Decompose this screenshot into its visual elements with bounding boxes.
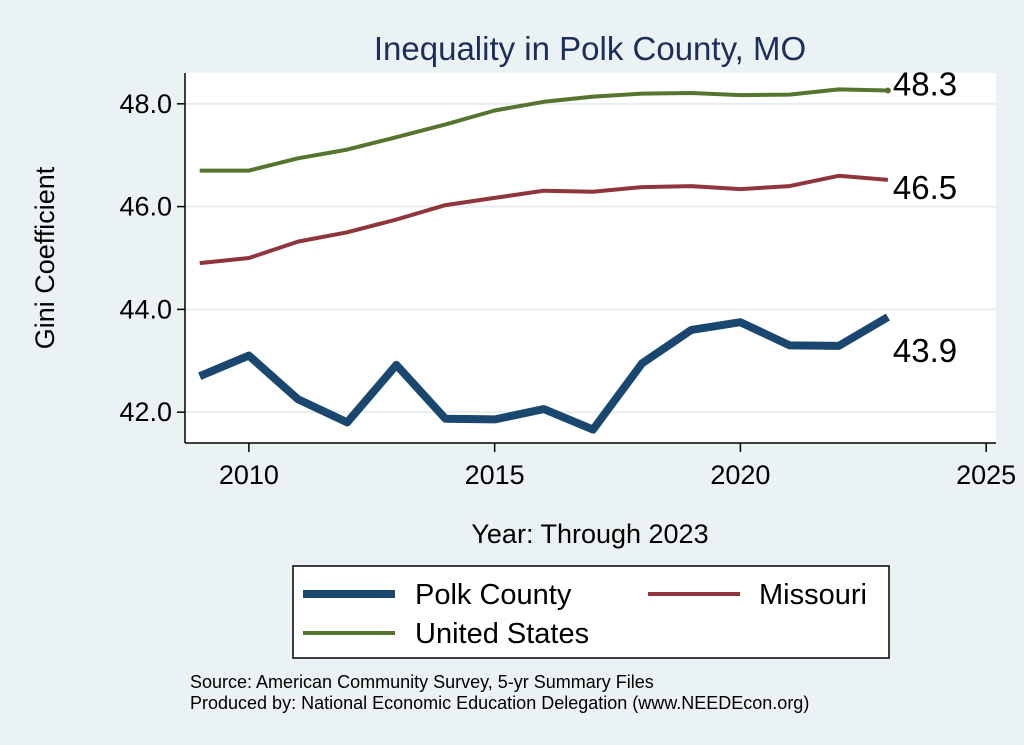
series-lines: [198, 87, 891, 434]
gridlines: [185, 102, 996, 414]
end-label-missouri: 46.5: [893, 169, 957, 206]
legend-box: [292, 565, 890, 659]
end-label-polk-county: 43.9: [893, 332, 957, 369]
series-line-united-states: [199, 87, 888, 173]
x-tick-label: 2025: [956, 460, 1016, 490]
axes: 42.0 44.0 46.0 48.0 2010 2015 2020 2025: [119, 73, 1016, 490]
x-tick-label: 2010: [219, 460, 279, 490]
chart-title: Inequality in Polk County, MO: [374, 30, 806, 67]
y-tick-label: 42.0: [119, 397, 172, 427]
x-tick-label: 2015: [465, 460, 525, 490]
legend-label-united-states: United States: [415, 618, 589, 650]
source-note: Source: American Community Survey, 5-yr …: [190, 672, 654, 692]
x-tick-label: 2020: [710, 460, 770, 490]
series-line-missouri: [199, 173, 889, 266]
end-label-united-states: 48.3: [893, 65, 957, 102]
series-endpoint-united-states: [884, 87, 891, 94]
legend-label-polk-county: Polk County: [415, 579, 572, 611]
legend-label-missouri: Missouri: [759, 579, 867, 611]
legend: Polk County Missouri United States: [292, 565, 890, 659]
y-tick-label: 46.0: [119, 192, 172, 222]
x-axis-title: Year: Through 2023: [471, 519, 708, 549]
end-labels: 43.9 46.5 48.3: [893, 65, 957, 369]
y-axis-title: Gini Coefficient: [30, 166, 60, 349]
y-tick-label: 48.0: [119, 89, 172, 119]
plot-area: [185, 73, 996, 443]
y-tick-label: 44.0: [119, 294, 172, 324]
producer-note: Produced by: National Economic Education…: [190, 693, 809, 713]
series-line-polk-county: [198, 313, 890, 434]
